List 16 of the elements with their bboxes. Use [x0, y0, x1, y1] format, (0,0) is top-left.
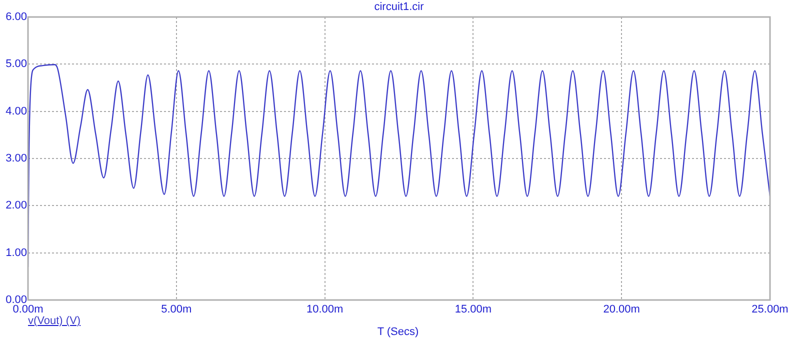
- y-tick-label: 6.00: [6, 11, 27, 24]
- x-tick-label: 15.00m: [454, 304, 492, 316]
- x-tick-label: 10.00m: [306, 304, 344, 316]
- chart-title: circuit1.cir: [373, 1, 425, 13]
- y-tick-label: 0.00: [6, 294, 27, 306]
- x-axis-title: T (Secs): [376, 326, 420, 338]
- y-tick-label: 4.00: [6, 105, 27, 118]
- x-tick-label: 20.00m: [603, 304, 640, 316]
- x-tick-label: 25.00m: [752, 304, 788, 316]
- x-tick-label: 0.00m: [12, 304, 44, 316]
- y-tick-label: 3.00: [6, 152, 27, 165]
- text: v(Vout) (V): [28, 315, 81, 327]
- y-tick-label: 1.00: [6, 246, 27, 259]
- y-tick-label: 5.00: [6, 58, 27, 70]
- x-tick-label: 5.00m: [161, 304, 192, 316]
- y-tick-label: 2.00: [6, 200, 27, 212]
